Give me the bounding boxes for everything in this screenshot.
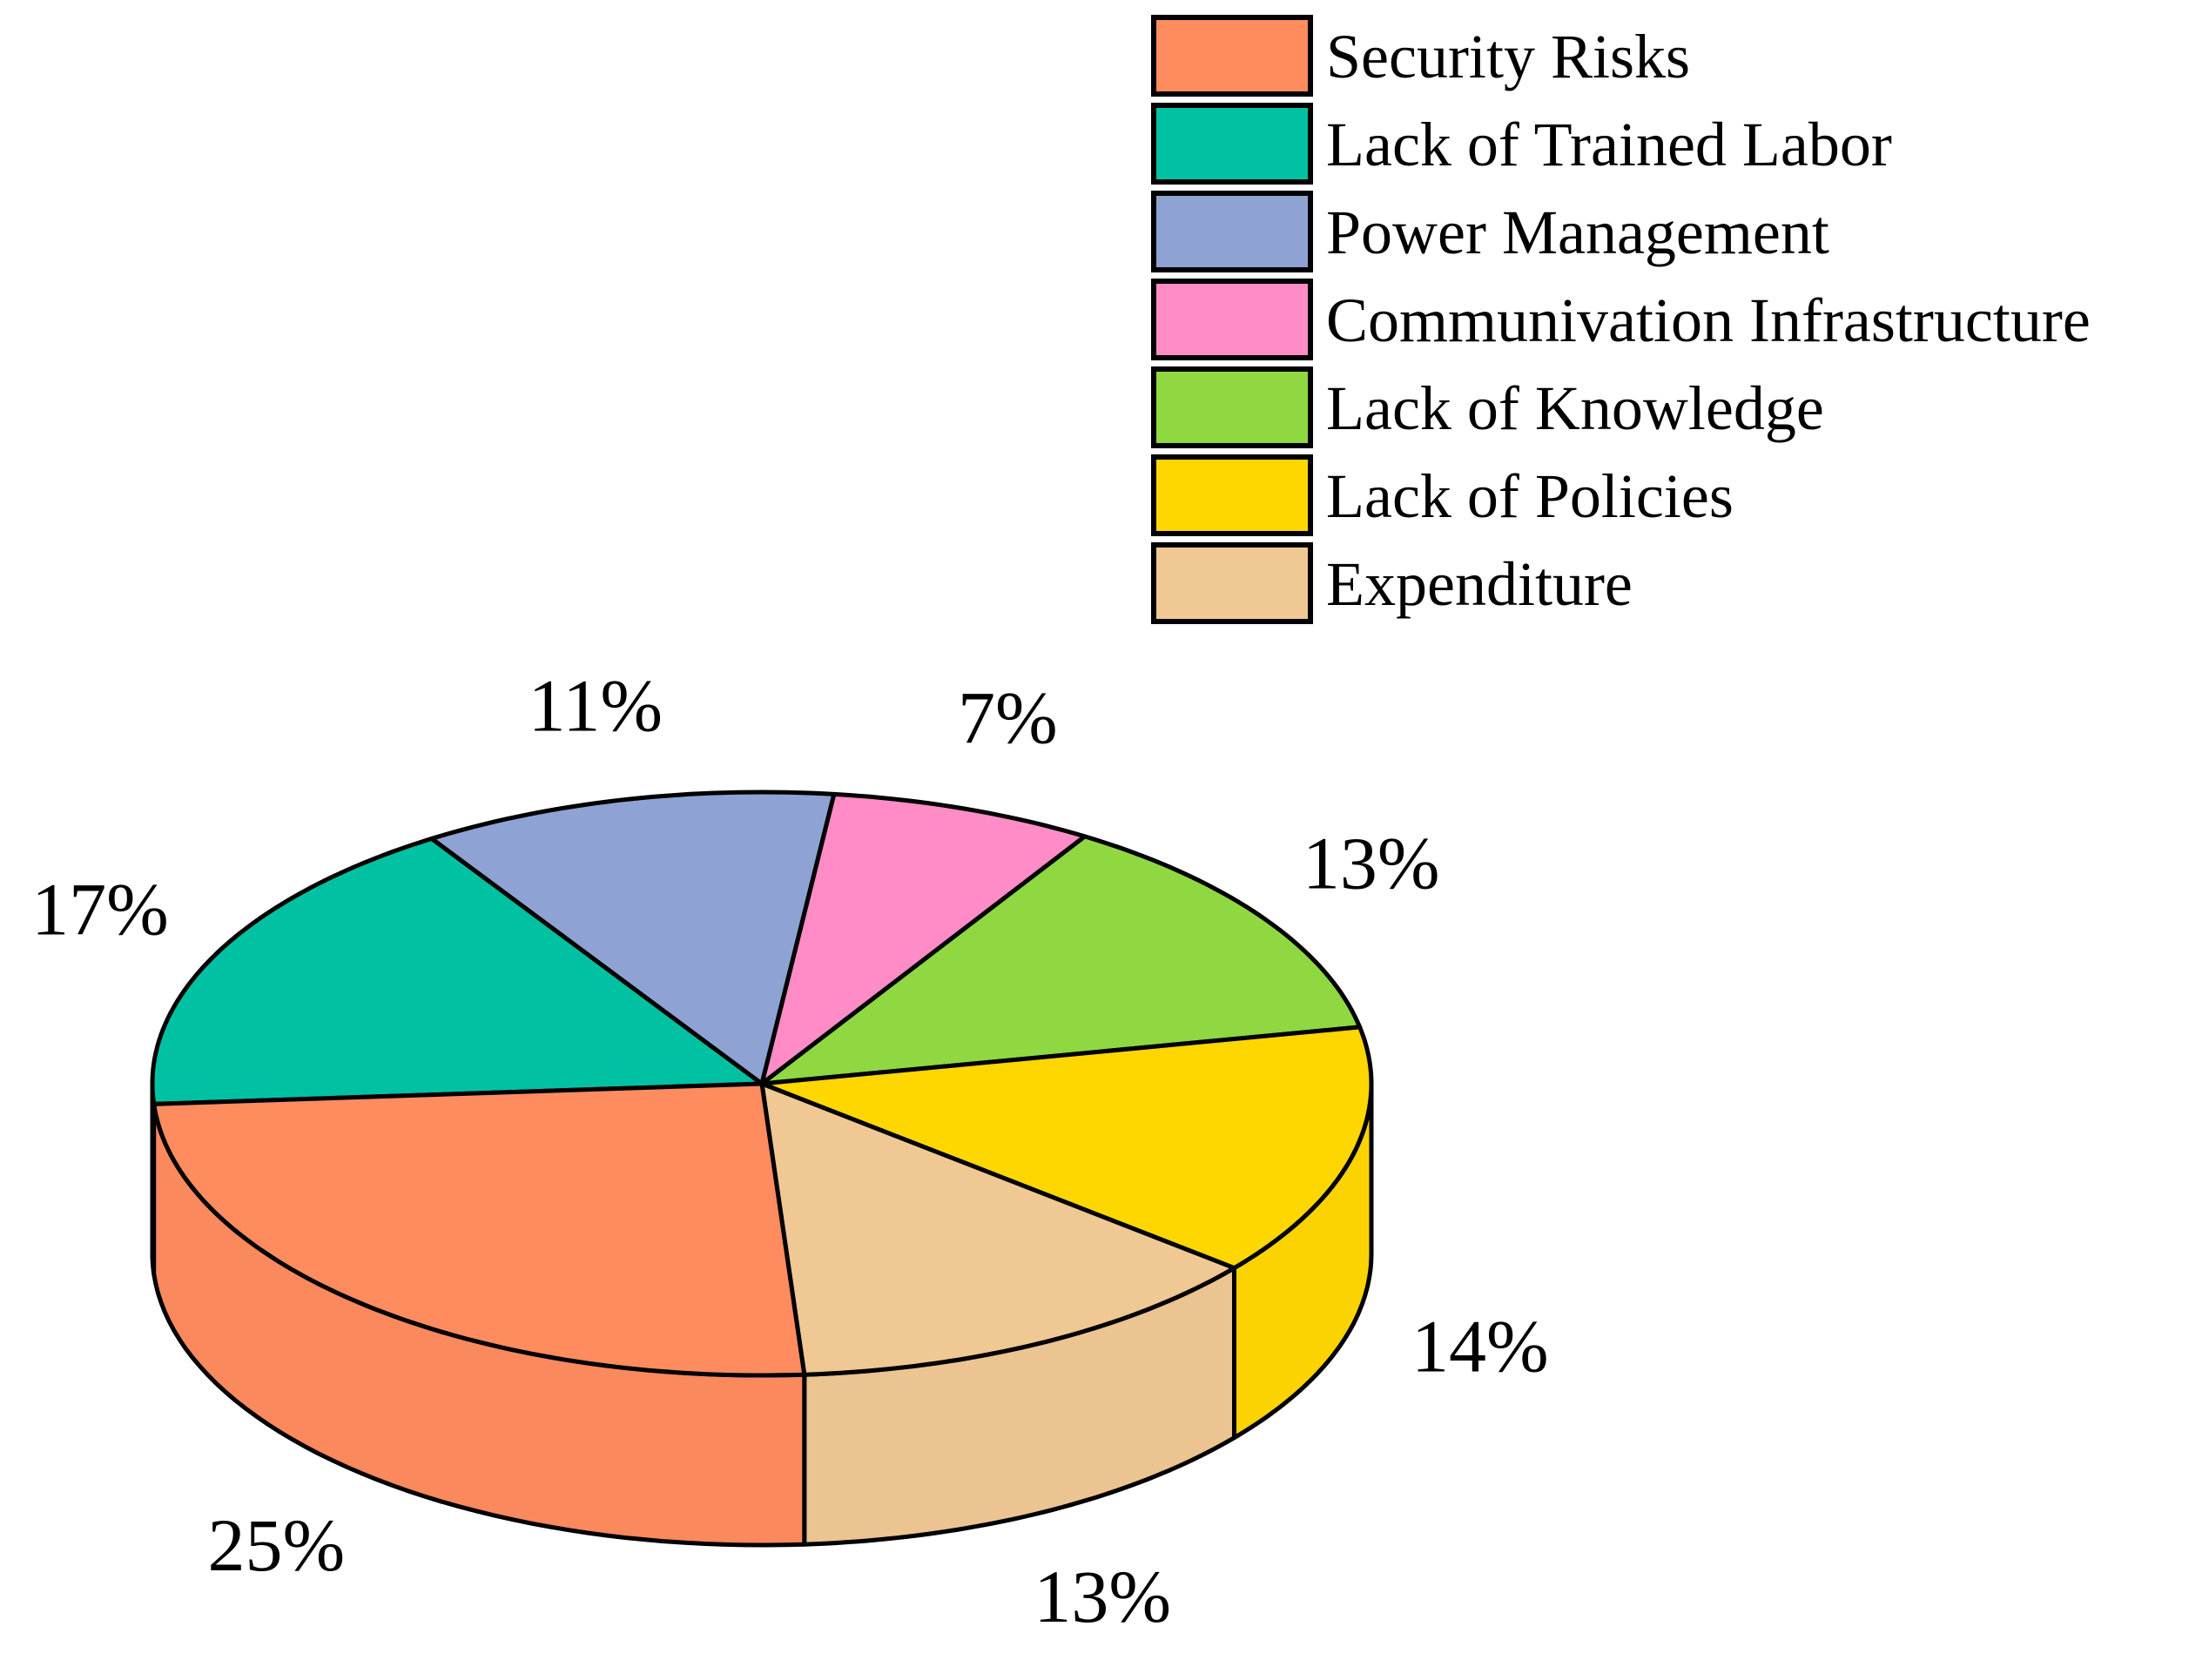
pie-slice-lack-of-knowledge [759, 834, 1363, 1086]
legend-swatch-lack-of-knowledge [1151, 366, 1313, 448]
legend-swatch-security-risks [1151, 15, 1313, 97]
data-label-expenditure: 13% [1034, 1555, 1171, 1638]
legend-label-power-management: Power Management [1326, 198, 1829, 267]
legend-swatch-power-management [1151, 191, 1313, 272]
pie-tops [150, 790, 1374, 1378]
legend-label-lack-of-policies: Lack of Policies [1326, 461, 1734, 531]
legend-swatch-communivation-infrastructure [1151, 279, 1313, 360]
pie-sides [150, 1081, 1374, 1548]
legend-swatch-lack-of-trained-labor [1151, 103, 1313, 185]
data-label-lack-of-knowledge: 13% [1303, 821, 1440, 904]
legend-label-communivation-infrastructure: Communivation Infrastructure [1326, 286, 2091, 355]
legend-label-lack-of-knowledge: Lack of Knowledge [1326, 373, 1824, 443]
pie-slice-expenditure [759, 1081, 1236, 1377]
data-label-power-management: 11% [529, 663, 663, 747]
pie-labels: 17% 11% 7% 13% 14% 13% 25% [31, 663, 1548, 1638]
data-label-lack-of-policies: 14% [1411, 1305, 1549, 1388]
legend-label-expenditure: Expenditure [1326, 549, 1633, 619]
pie-slice-security-risks [152, 1081, 807, 1378]
pie-slice-lack-of-policies [759, 1025, 1374, 1271]
legend-label-security-risks: Security Risks [1326, 22, 1690, 91]
pie-slice-communivation-infrastructure [759, 791, 1088, 1086]
data-label-security-risks: 25% [207, 1503, 345, 1587]
pie-slice-lack-of-trained-labor [150, 836, 764, 1106]
legend: Security Risks Lack of Trained Labor Power… [1151, 15, 2091, 624]
data-label-lack-of-trained-labor: 17% [31, 868, 169, 951]
legend-swatch-expenditure [1151, 542, 1313, 624]
legend-label-lack-of-trained-labor: Lack of Trained Labor [1326, 110, 1892, 179]
pie-slice-power-management [429, 790, 837, 1086]
data-label-communivation-infrastructure: 7% [958, 675, 1058, 759]
legend-swatch-lack-of-policies [1151, 454, 1313, 536]
